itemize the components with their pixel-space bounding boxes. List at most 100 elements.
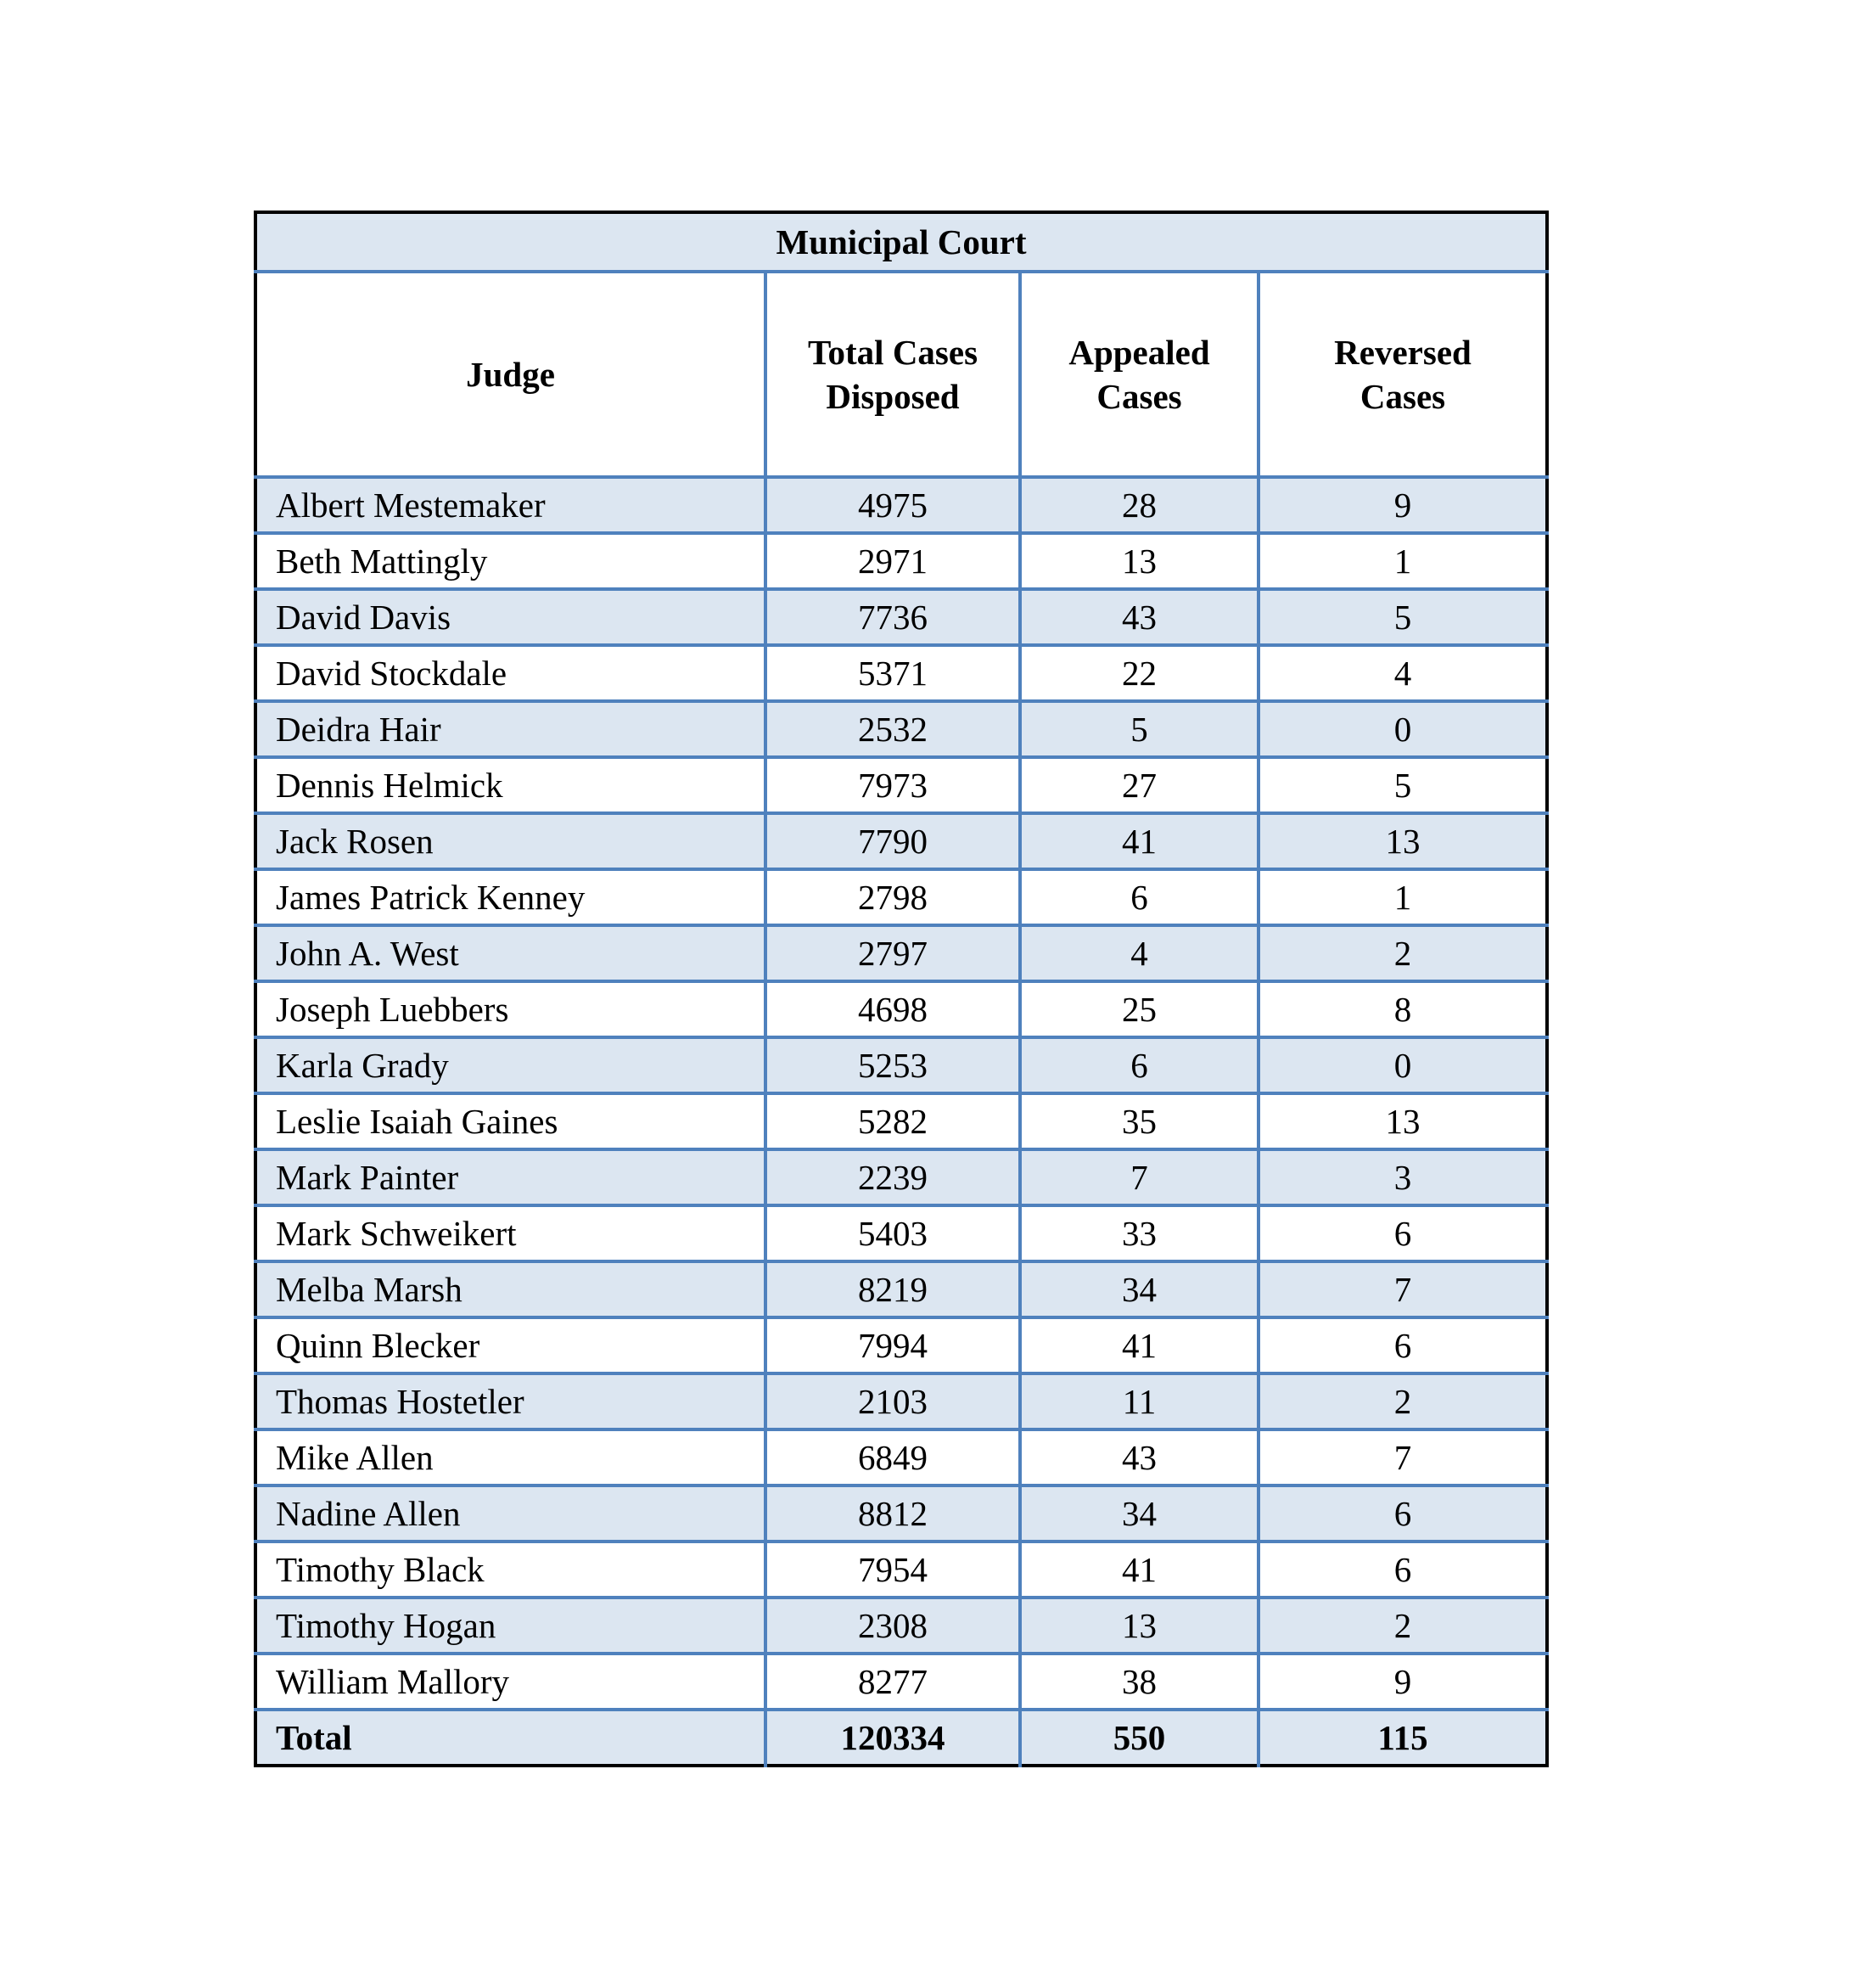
total-cases-cell: 2971 bbox=[764, 531, 1022, 591]
total-cases-cell: 4975 bbox=[764, 475, 1022, 535]
judge-name: Leslie Isaiah Gaines bbox=[255, 1092, 767, 1151]
reversed-cases-cell: 2 bbox=[1257, 924, 1547, 983]
appealed-cases-cell: 25 bbox=[1018, 980, 1260, 1039]
appealed-cases-cell: 41 bbox=[1018, 1316, 1260, 1375]
judge-name: Timothy Black bbox=[255, 1540, 767, 1599]
table-row: Mark Painter 2239 7 3 bbox=[255, 1148, 1547, 1207]
judge-name: Mike Allen bbox=[255, 1428, 767, 1487]
total-cases-cell: 5371 bbox=[764, 643, 1022, 703]
appealed-cases-cell: 27 bbox=[1018, 755, 1260, 815]
total-cases-cell: 6849 bbox=[764, 1428, 1022, 1487]
appealed-cases-cell: 34 bbox=[1018, 1484, 1260, 1543]
appealed-cases-cell: 43 bbox=[1018, 1428, 1260, 1487]
table-row: Thomas Hostetler 2103 11 2 bbox=[255, 1372, 1547, 1431]
appealed-cases-cell: 13 bbox=[1018, 1596, 1260, 1655]
reversed-cases-cell: 6 bbox=[1257, 1540, 1547, 1599]
table-row: James Patrick Kenney 2798 6 1 bbox=[255, 868, 1547, 927]
reversed-cases-cell: 3 bbox=[1257, 1148, 1547, 1207]
table-row: Jack Rosen 7790 41 13 bbox=[255, 811, 1547, 871]
judge-name: Mark Painter bbox=[255, 1148, 767, 1207]
table-row: Mike Allen 6849 43 7 bbox=[255, 1428, 1547, 1487]
judge-name: James Patrick Kenney bbox=[255, 868, 767, 927]
total-cases-cell: 4698 bbox=[764, 980, 1022, 1039]
reversed-cases-cell: 115 bbox=[1257, 1708, 1547, 1766]
appealed-cases-cell: 4 bbox=[1018, 924, 1260, 983]
total-cases-cell: 7973 bbox=[764, 755, 1022, 815]
judge-name: John A. West bbox=[255, 924, 767, 983]
judge-name: Karla Grady bbox=[255, 1036, 767, 1095]
total-cases-cell: 120334 bbox=[764, 1708, 1022, 1766]
judge-name: William Mallory bbox=[255, 1652, 767, 1711]
appealed-cases-cell: 38 bbox=[1018, 1652, 1260, 1711]
header-total-cases: Total Cases Disposed bbox=[764, 270, 1022, 479]
appealed-cases-cell: 35 bbox=[1018, 1092, 1260, 1151]
table-row: Beth Mattingly 2971 13 1 bbox=[255, 531, 1547, 591]
reversed-cases-cell: 8 bbox=[1257, 980, 1547, 1039]
table-row: Karla Grady 5253 6 0 bbox=[255, 1036, 1547, 1095]
table-row: Timothy Black 7954 41 6 bbox=[255, 1540, 1547, 1599]
table-row: David Davis 7736 43 5 bbox=[255, 587, 1547, 647]
total-cases-cell: 5282 bbox=[764, 1092, 1022, 1151]
header-judge: Judge bbox=[255, 270, 767, 479]
reversed-cases-cell: 2 bbox=[1257, 1372, 1547, 1431]
table-row: Timothy Hogan 2308 13 2 bbox=[255, 1596, 1547, 1655]
appealed-cases-cell: 6 bbox=[1018, 1036, 1260, 1095]
table-row: John A. West 2797 4 2 bbox=[255, 924, 1547, 983]
total-cases-cell: 2103 bbox=[764, 1372, 1022, 1431]
total-cases-cell: 8812 bbox=[764, 1484, 1022, 1543]
reversed-cases-cell: 0 bbox=[1257, 699, 1547, 759]
reversed-cases-cell: 4 bbox=[1257, 643, 1547, 703]
judge-name: Timothy Hogan bbox=[255, 1596, 767, 1655]
total-cases-cell: 7954 bbox=[764, 1540, 1022, 1599]
table-row: Deidra Hair 2532 5 0 bbox=[255, 699, 1547, 759]
appealed-cases-cell: 43 bbox=[1018, 587, 1260, 647]
reversed-cases-cell: 7 bbox=[1257, 1428, 1547, 1487]
total-cases-cell: 5253 bbox=[764, 1036, 1022, 1095]
total-cases-cell: 2532 bbox=[764, 699, 1022, 759]
appealed-cases-cell: 41 bbox=[1018, 811, 1260, 871]
total-row: Total 120334 550 115 bbox=[255, 1708, 1547, 1766]
judge-name: Nadine Allen bbox=[255, 1484, 767, 1543]
reversed-cases-cell: 1 bbox=[1257, 531, 1547, 591]
judge-name: Melba Marsh bbox=[255, 1260, 767, 1319]
total-cases-cell: 7994 bbox=[764, 1316, 1022, 1375]
judge-name: Dennis Helmick bbox=[255, 755, 767, 815]
table-row: Dennis Helmick 7973 27 5 bbox=[255, 755, 1547, 815]
judge-name: David Stockdale bbox=[255, 643, 767, 703]
reversed-cases-cell: 5 bbox=[1257, 755, 1547, 815]
judge-name: Joseph Luebbers bbox=[255, 980, 767, 1039]
total-cases-cell: 7736 bbox=[764, 587, 1022, 647]
judge-name: Thomas Hostetler bbox=[255, 1372, 767, 1431]
total-cases-cell: 8277 bbox=[764, 1652, 1022, 1711]
table-row: Nadine Allen 8812 34 6 bbox=[255, 1484, 1547, 1543]
table-row: David Stockdale 5371 22 4 bbox=[255, 643, 1547, 703]
appealed-cases-cell: 22 bbox=[1018, 643, 1260, 703]
table-row: Albert Mestemaker 4975 28 9 bbox=[255, 475, 1547, 535]
appealed-cases-cell: 13 bbox=[1018, 531, 1260, 591]
appealed-cases-cell: 11 bbox=[1018, 1372, 1260, 1431]
total-cases-cell: 5403 bbox=[764, 1204, 1022, 1263]
reversed-cases-cell: 5 bbox=[1257, 587, 1547, 647]
reversed-cases-cell: 0 bbox=[1257, 1036, 1547, 1095]
appealed-cases-cell: 41 bbox=[1018, 1540, 1260, 1599]
table-row: Mark Schweikert 5403 33 6 bbox=[255, 1204, 1547, 1263]
total-cases-cell: 2308 bbox=[764, 1596, 1022, 1655]
appealed-cases-cell: 6 bbox=[1018, 868, 1260, 927]
total-cases-cell: 7790 bbox=[764, 811, 1022, 871]
judge-name: Quinn Blecker bbox=[255, 1316, 767, 1375]
judge-name: Albert Mestemaker bbox=[255, 475, 767, 535]
appealed-cases-cell: 33 bbox=[1018, 1204, 1260, 1263]
appealed-cases-cell: 550 bbox=[1018, 1708, 1260, 1766]
total-cases-cell: 2798 bbox=[764, 868, 1022, 927]
judge-name: Jack Rosen bbox=[255, 811, 767, 871]
reversed-cases-cell: 9 bbox=[1257, 475, 1547, 535]
judge-name: Total bbox=[255, 1708, 767, 1766]
appealed-cases-cell: 5 bbox=[1018, 699, 1260, 759]
total-cases-cell: 2797 bbox=[764, 924, 1022, 983]
reversed-cases-cell: 13 bbox=[1257, 1092, 1547, 1151]
judge-name: Beth Mattingly bbox=[255, 531, 767, 591]
judge-name: Deidra Hair bbox=[255, 699, 767, 759]
total-cases-cell: 8219 bbox=[764, 1260, 1022, 1319]
reversed-cases-cell: 1 bbox=[1257, 868, 1547, 927]
reversed-cases-cell: 6 bbox=[1257, 1484, 1547, 1543]
